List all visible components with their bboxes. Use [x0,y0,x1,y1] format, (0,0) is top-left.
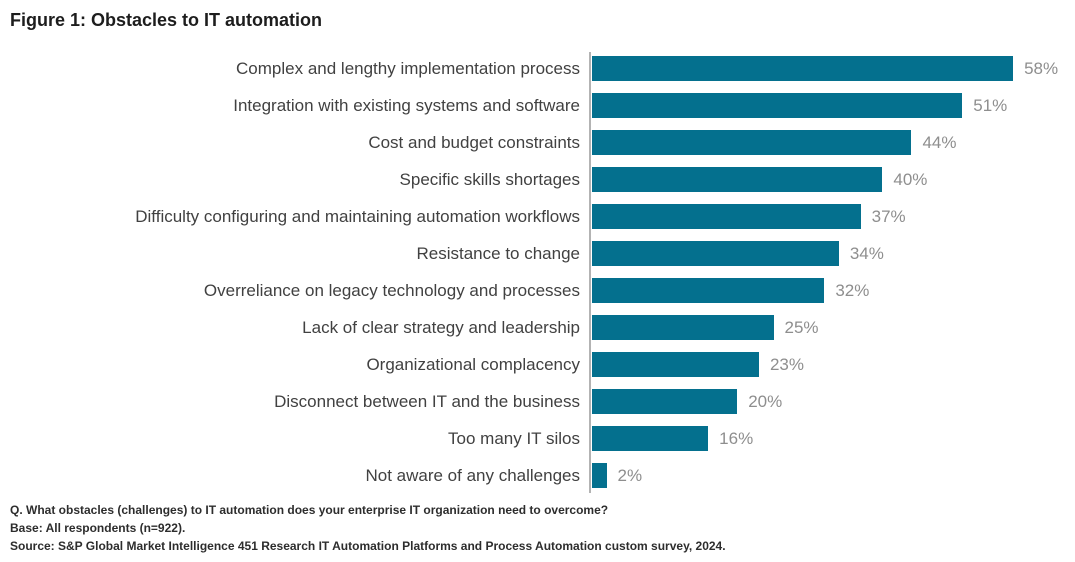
bar-track: 2% [592,463,1075,488]
bar-track: 34% [592,241,1075,266]
value-label: 51% [973,95,1008,115]
bar-track: 40% [592,167,1075,192]
bar [592,130,912,155]
chart-row: Cost and budget constraints 44% [0,124,1075,161]
footnote-base: Base: All respondents (n=922). [10,521,186,535]
chart-row: Resistance to change 34% [0,235,1075,272]
figure-title: Figure 1: Obstacles to IT automation [10,10,323,30]
chart-footnotes: Q. What obstacles (challenges) to IT aut… [10,501,726,555]
category-label: Overreliance on legacy technology and pr… [203,280,580,300]
chart-row: Too many IT silos 16% [0,420,1075,457]
bar-track: 58% [592,56,1075,81]
chart-row: Not aware of any challenges 2% [0,457,1075,494]
bar [592,352,759,377]
value-label: 23% [769,354,804,374]
chart-row: Overreliance on legacy technology and pr… [0,272,1075,309]
bar-track: 44% [592,130,1075,155]
category-label: Lack of clear strategy and leadership [302,317,580,337]
bar [592,426,709,451]
bar-track: 37% [592,204,1075,229]
value-label: 25% [784,317,819,337]
category-label: Specific skills shortages [399,169,580,189]
bar-track: 16% [592,426,1075,451]
value-label: 20% [748,391,783,411]
bar-track: 25% [592,315,1075,340]
value-label: 58% [1024,58,1059,78]
category-label: Resistance to change [416,243,581,263]
chart-row: Lack of clear strategy and leadership 25% [0,309,1075,346]
chart-row: Organizational complacency 23% [0,346,1075,383]
bar-track: 20% [592,389,1075,414]
category-label: Too many IT silos [448,428,580,448]
chart-row: Difficulty configuring and maintaining a… [0,198,1075,235]
value-label: 2% [617,465,643,485]
value-label: 32% [835,280,870,300]
bar [592,315,774,340]
bar [592,241,839,266]
footnote-source: Source: S&P Global Market Intelligence 4… [10,539,726,553]
category-label: Disconnect between IT and the business [274,391,580,411]
bar [592,56,1014,81]
bar-track: 23% [592,352,1075,377]
bar [592,463,607,488]
value-label: 44% [922,132,957,152]
bar [592,389,738,414]
bar-chart: Complex and lengthy implementation proce… [0,50,1075,494]
value-label: 40% [893,169,928,189]
bar [592,167,883,192]
value-label: 16% [719,428,754,448]
category-label: Integration with existing systems and so… [233,95,580,115]
chart-row: Disconnect between IT and the business 20… [0,383,1075,420]
bar [592,278,825,303]
bar-track: 32% [592,278,1075,303]
bar [592,93,963,118]
chart-row: Specific skills shortages 40% [0,161,1075,198]
chart-rows: Complex and lengthy implementation proce… [0,50,1075,494]
footnote-question: Q. What obstacles (challenges) to IT aut… [10,503,609,517]
category-label: Difficulty configuring and maintaining a… [135,206,580,226]
value-label: 37% [871,206,906,226]
chart-row: Integration with existing systems and so… [0,87,1075,124]
bar-track: 51% [592,93,1075,118]
bar [592,204,861,229]
category-label: Not aware of any challenges [365,465,580,485]
chart-row: Complex and lengthy implementation proce… [0,50,1075,87]
category-label: Cost and budget constraints [368,132,580,152]
category-label: Organizational complacency [366,354,580,374]
category-label: Complex and lengthy implementation proce… [236,58,580,78]
y-axis-line [589,52,591,493]
value-label: 34% [849,243,884,263]
